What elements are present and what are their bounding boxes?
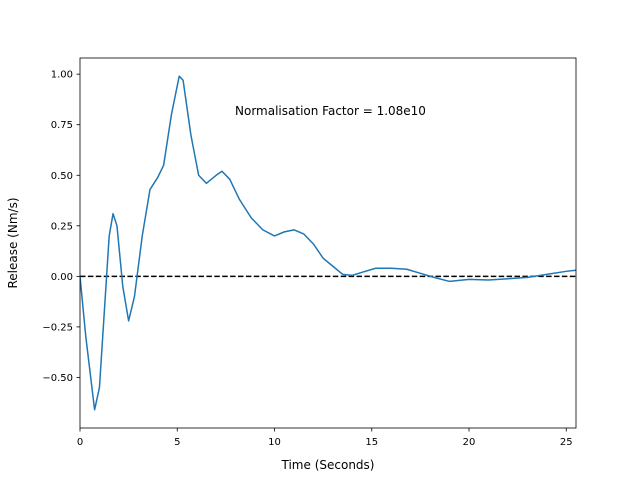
y-tick-label: 0.50 [51,171,73,182]
line-series [80,75,576,411]
y-tick-label: 0.25 [51,221,73,232]
plot-frame [79,57,577,429]
y-tick-label: 0.75 [51,120,73,131]
x-tick-label: 25 [560,437,573,448]
y-tick-label: 1.00 [51,70,73,81]
x-axis-label: Time (Seconds) [281,458,375,472]
annotation: Normalisation Factor = 1.08e10 [235,104,426,118]
x-tick-label: 10 [268,437,281,448]
y-tick-label: −0.25 [42,322,73,333]
y-tick-label: 0.00 [51,272,73,283]
x-tick-label: 5 [174,437,180,448]
y-tick-label: −0.50 [42,373,73,384]
y-axis-label: Release (Nm/s) [6,197,20,288]
x-tick-label: 15 [365,437,378,448]
x-tick-label: 0 [77,437,83,448]
x-tick-label: 20 [463,437,476,448]
